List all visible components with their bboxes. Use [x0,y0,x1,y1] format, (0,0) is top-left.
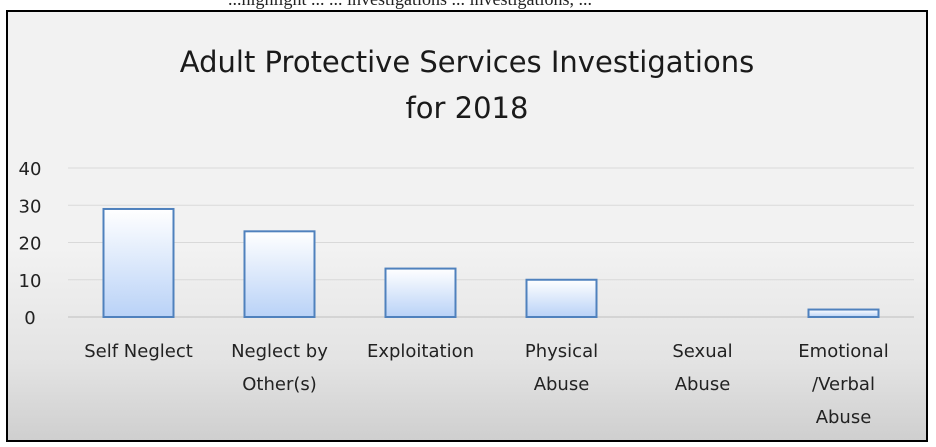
x-category-label: Self Neglect [84,341,193,362]
y-tick-label: 20 [19,234,42,255]
y-tick-label: 40 [19,159,42,180]
y-tick-label: 30 [19,196,42,217]
chart-title-line-1: Adult Protective Services Investigations [179,45,755,79]
bar [102,207,175,319]
page-caption-text: ...highlight ... ... investigations ... … [228,0,592,10]
bar-chart-plot: 0 10 20 30 40 Self Neglect Neglect by Other(s) E… [19,159,914,428]
y-tick-label: 0 [24,308,35,329]
y-tick-label: 10 [19,271,42,292]
chart-title-line-2: for 2018 [405,91,529,125]
x-category-label: Neglect by Other(s) [231,341,328,395]
bar [807,308,880,318]
x-category-label: Emotional/Verbal Abuse [798,341,888,428]
page-caption-fragment: ...highlight ... ... investigations ... … [0,0,936,14]
chart-area: Adult Protective Services Investigations… [6,10,928,442]
x-category-label: Exploitation [367,341,474,362]
x-category-label: Physical Abuse [525,341,598,395]
bar [525,278,598,318]
x-category-label: Sexual Abuse [672,341,732,395]
bar [384,267,457,319]
bar [243,230,316,318]
